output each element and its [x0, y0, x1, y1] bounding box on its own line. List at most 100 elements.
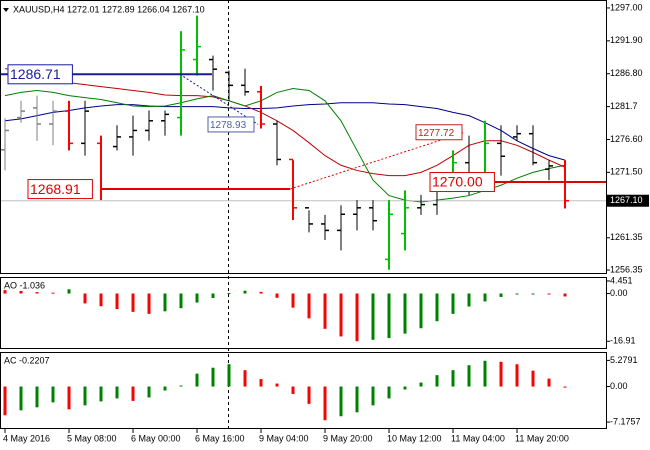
x-tick-label: 6 May 16:00	[195, 433, 245, 443]
trend-line	[179, 73, 259, 125]
histogram-bar	[323, 293, 327, 329]
histogram-bar	[371, 386, 375, 406]
y-tick-label: 4.451	[610, 275, 633, 285]
histogram-bar	[211, 293, 215, 299]
menu-arrow	[3, 8, 9, 12]
histogram-bar	[259, 379, 263, 387]
histogram-bar	[35, 386, 39, 408]
histogram-bar	[531, 293, 535, 295]
main-panel	[0, 0, 607, 274]
histogram-bar	[147, 386, 151, 398]
level-label: 1278.93	[210, 120, 247, 131]
histogram-bar	[179, 293, 183, 309]
histogram-bar	[163, 293, 167, 312]
histogram-bar	[451, 293, 455, 314]
histogram-bar	[195, 293, 199, 303]
histogram-bar	[99, 386, 103, 402]
x-tick-label: 6 May 00:00	[131, 433, 181, 443]
x-tick-label: 11 May 04:00	[451, 433, 505, 443]
histogram-bar	[483, 360, 487, 387]
histogram-bar	[195, 373, 199, 387]
ao-panel	[0, 277, 607, 349]
y-tick-label: -16.91	[610, 336, 636, 346]
histogram-bar	[179, 385, 183, 387]
histogram-bar	[115, 293, 119, 310]
level-box	[207, 116, 255, 133]
y-tick-label: 0.00	[610, 381, 628, 391]
histogram-bar	[243, 370, 247, 387]
histogram-bar	[387, 293, 391, 339]
indicator-title: AC -0.2207	[4, 355, 50, 365]
level-label: 1268.91	[30, 181, 81, 197]
histogram-bar	[451, 370, 455, 387]
histogram-bar	[163, 386, 167, 391]
histogram-bar	[323, 386, 327, 421]
histogram-bar	[131, 293, 135, 312]
histogram-bar	[435, 293, 439, 322]
histogram-bar	[483, 293, 487, 302]
histogram-bar	[563, 386, 567, 388]
histogram-bar	[419, 293, 423, 329]
level-label: 1277.72	[418, 128, 455, 139]
histogram-bar	[467, 365, 471, 387]
histogram-bar	[435, 375, 439, 387]
histogram-bar	[515, 293, 519, 295]
y-tick-label: 1271.50	[610, 167, 643, 177]
histogram-bar	[3, 386, 7, 416]
histogram-bar	[51, 386, 55, 403]
level-box	[7, 64, 73, 85]
histogram-bar	[227, 364, 231, 387]
histogram-bar	[371, 293, 375, 340]
y-tick-label: 5.2791	[610, 355, 638, 365]
x-tick-label: 4 May 2016	[3, 433, 50, 443]
histogram-bar	[403, 386, 407, 390]
histogram-bar	[355, 386, 359, 413]
histogram-bar	[403, 293, 407, 334]
y-tick-label: 0.00	[610, 288, 628, 298]
y-tick-label: 1276.60	[610, 134, 643, 144]
y-tick-label: -7.1757	[610, 416, 641, 426]
level-box	[27, 179, 93, 200]
histogram-bar	[243, 290, 247, 294]
histogram-bar	[355, 293, 359, 342]
y-tick-label: 1261.35	[610, 232, 643, 242]
histogram-bar	[515, 364, 519, 387]
histogram-bar	[387, 386, 391, 399]
y-tick-label: 1291.90	[610, 35, 643, 45]
histogram-bar	[259, 291, 263, 294]
histogram-bar	[51, 292, 55, 294]
histogram-bar	[563, 293, 567, 297]
x-tick-label: 11 May 20:00	[515, 433, 569, 443]
histogram-bar	[83, 293, 87, 304]
histogram-bar	[419, 382, 423, 387]
histogram-bar	[275, 293, 279, 298]
histogram-bar	[35, 292, 39, 294]
histogram-bar	[339, 293, 343, 337]
y-tick-label: 1297.00	[610, 2, 643, 12]
moving-average	[4, 68, 566, 177]
histogram-bar	[499, 361, 503, 387]
histogram-bar	[547, 293, 551, 295]
histogram-bar	[83, 386, 87, 406]
histogram-bar	[531, 370, 535, 387]
histogram-bar	[547, 378, 551, 387]
chart-title: XAUUSD,H4 1272.01 1272.89 1266.04 1267.1…	[13, 4, 205, 14]
x-tick-label: 10 May 12:00	[387, 433, 442, 443]
y-tick-label: 1286.80	[610, 68, 643, 78]
histogram-bar	[275, 383, 279, 387]
x-tick-label: 5 May 08:00	[67, 433, 117, 443]
moving-average	[4, 88, 566, 203]
histogram-bar	[99, 293, 103, 307]
current-price-box	[607, 194, 649, 207]
trend-line	[289, 131, 466, 190]
current-price-label: 1267.10	[610, 195, 643, 205]
y-tick-label: 1281.7	[610, 101, 638, 111]
histogram-bar	[307, 293, 311, 319]
histogram-bar	[115, 386, 119, 399]
histogram-bar	[211, 367, 215, 387]
histogram-bar	[3, 290, 7, 294]
moving-average	[4, 102, 566, 161]
histogram-bar	[67, 386, 71, 410]
level-label: 1270.00	[432, 174, 483, 190]
